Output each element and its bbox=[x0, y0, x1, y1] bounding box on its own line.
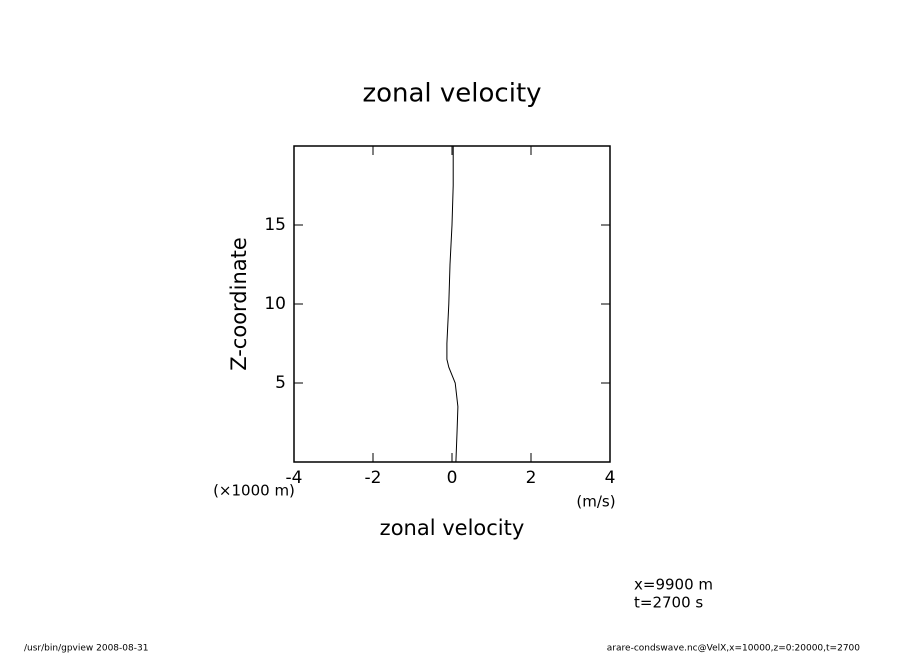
y-axis-label: Z-coordinate bbox=[227, 237, 251, 371]
y-tick-label: 15 bbox=[264, 215, 286, 235]
x-axis-label: zonal velocity bbox=[380, 516, 525, 540]
annotation: t=2700 s bbox=[634, 594, 703, 612]
y-tick-label: 5 bbox=[275, 373, 286, 393]
y-tick-label: 10 bbox=[264, 294, 286, 314]
footer: /usr/bin/gpview 2008-08-31 bbox=[24, 644, 148, 654]
footer: arare-condswave.nc@VelX,x=10000,z=0:2000… bbox=[607, 644, 860, 654]
chart-title: zonal velocity bbox=[362, 79, 541, 109]
x-axis-units: (m/s) bbox=[576, 493, 615, 511]
x-tick-label: 0 bbox=[447, 468, 458, 488]
x-tick-label: -4 bbox=[286, 468, 303, 488]
x-tick-label: 2 bbox=[526, 468, 537, 488]
x-tick-label: -2 bbox=[365, 468, 382, 488]
annotation: x=9900 m bbox=[634, 576, 713, 594]
y-axis-units: (×1000 m) bbox=[213, 482, 295, 500]
plot-frame bbox=[293, 145, 611, 463]
profile-line bbox=[446, 146, 459, 463]
x-tick-label: 4 bbox=[605, 468, 616, 488]
